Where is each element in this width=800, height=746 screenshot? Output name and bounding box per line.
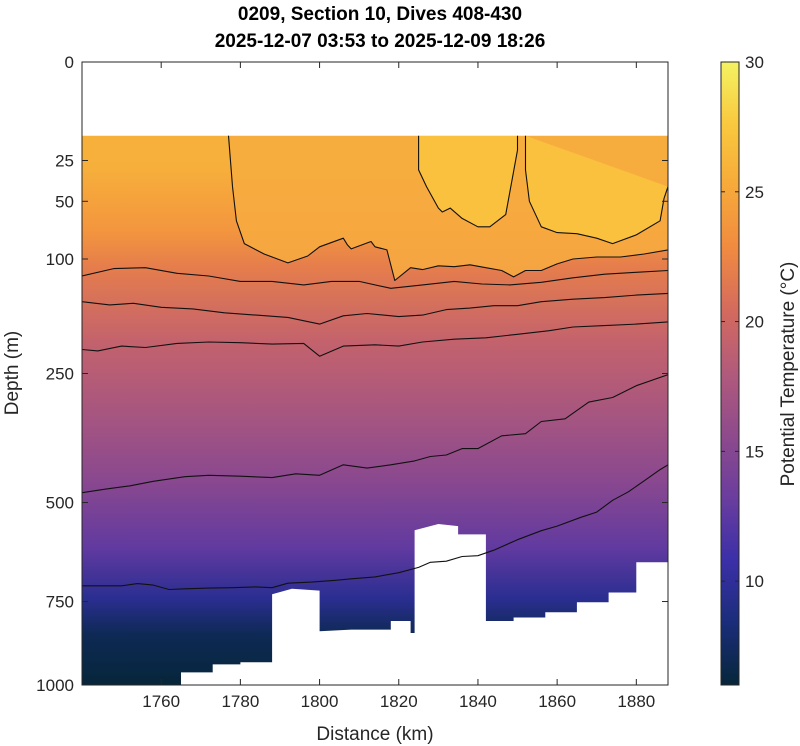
isotherm-line-7 bbox=[82, 464, 668, 591]
warm-layers bbox=[228, 135, 668, 281]
isotherm-line-2 bbox=[524, 135, 668, 245]
missing-region-1 bbox=[82, 524, 668, 685]
x-tick-label: 1840 bbox=[459, 692, 497, 711]
plot-area bbox=[82, 62, 668, 685]
y-axis: 0 25 50 100 250 500 750 1000 bbox=[36, 53, 668, 695]
x-tick-label: 1820 bbox=[380, 692, 418, 711]
colorbar-tick-label: 10 bbox=[745, 572, 764, 591]
colorbar-gradient bbox=[720, 61, 740, 686]
y-axis-label: Depth (m) bbox=[2, 331, 23, 415]
isotherm-line-4 bbox=[82, 292, 668, 325]
colorbar-ticks: 10 15 20 25 30 bbox=[721, 53, 764, 591]
isotherm-line-1 bbox=[418, 135, 519, 228]
y-tick-label: 250 bbox=[46, 365, 74, 384]
x-tick-label: 1760 bbox=[142, 692, 180, 711]
isotherm-line-3 bbox=[82, 267, 668, 289]
isotherm-line-0 bbox=[227, 135, 668, 282]
y-tick-label: 100 bbox=[46, 250, 74, 269]
x-axis: 1760 1780 1800 1820 1840 1860 1880 bbox=[142, 62, 655, 711]
colorbar-tick-label: 25 bbox=[745, 183, 764, 202]
warm-region-27 bbox=[418, 135, 518, 227]
chart-subtitle: 2025-12-07 03:53 to 2025-12-09 18:26 bbox=[215, 31, 546, 52]
x-tick-label: 1880 bbox=[617, 692, 655, 711]
chart-title: 0209, Section 10, Dives 408-430 bbox=[238, 4, 522, 25]
x-tick-label: 1780 bbox=[221, 692, 259, 711]
y-tick-label: 25 bbox=[55, 152, 74, 171]
colorbar-tick-label: 15 bbox=[745, 442, 764, 461]
missing-region-0 bbox=[82, 62, 668, 136]
y-tick-label: 500 bbox=[46, 494, 74, 513]
warm-region-27 bbox=[525, 135, 668, 244]
colorbar-tick-label: 30 bbox=[745, 53, 764, 72]
isotherm-line-6 bbox=[82, 374, 668, 494]
colorbar-tick-label: 20 bbox=[745, 313, 764, 332]
x-tick-label: 1860 bbox=[538, 692, 576, 711]
x-axis-label: Distance (km) bbox=[316, 724, 433, 745]
isotherm-line-5 bbox=[82, 321, 668, 357]
y-tick-label: 0 bbox=[65, 53, 74, 72]
isotherm-layer bbox=[82, 135, 668, 591]
colorbar-label: Potential Temperature (°C) bbox=[778, 262, 799, 487]
x-tick-label: 1800 bbox=[301, 692, 339, 711]
y-tick-label: 750 bbox=[46, 593, 74, 612]
y-tick-label: 50 bbox=[55, 192, 74, 211]
colorbar: 10 15 20 25 30 bbox=[720, 53, 764, 686]
y-tick-label: 1000 bbox=[36, 676, 74, 695]
missing-data-layer bbox=[82, 62, 668, 685]
